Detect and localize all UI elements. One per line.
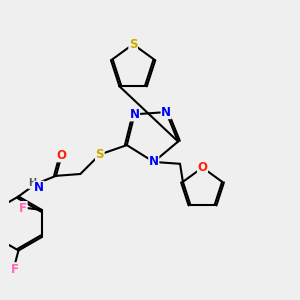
Text: N: N (161, 106, 171, 118)
Text: S: S (96, 148, 104, 161)
Text: N: N (149, 155, 159, 168)
Text: F: F (19, 202, 27, 214)
Text: N: N (34, 182, 44, 194)
Text: O: O (197, 161, 208, 174)
Text: N: N (130, 108, 140, 121)
Text: H: H (28, 178, 36, 188)
Text: F: F (11, 263, 19, 276)
Text: S: S (129, 38, 137, 51)
Text: O: O (57, 149, 67, 162)
